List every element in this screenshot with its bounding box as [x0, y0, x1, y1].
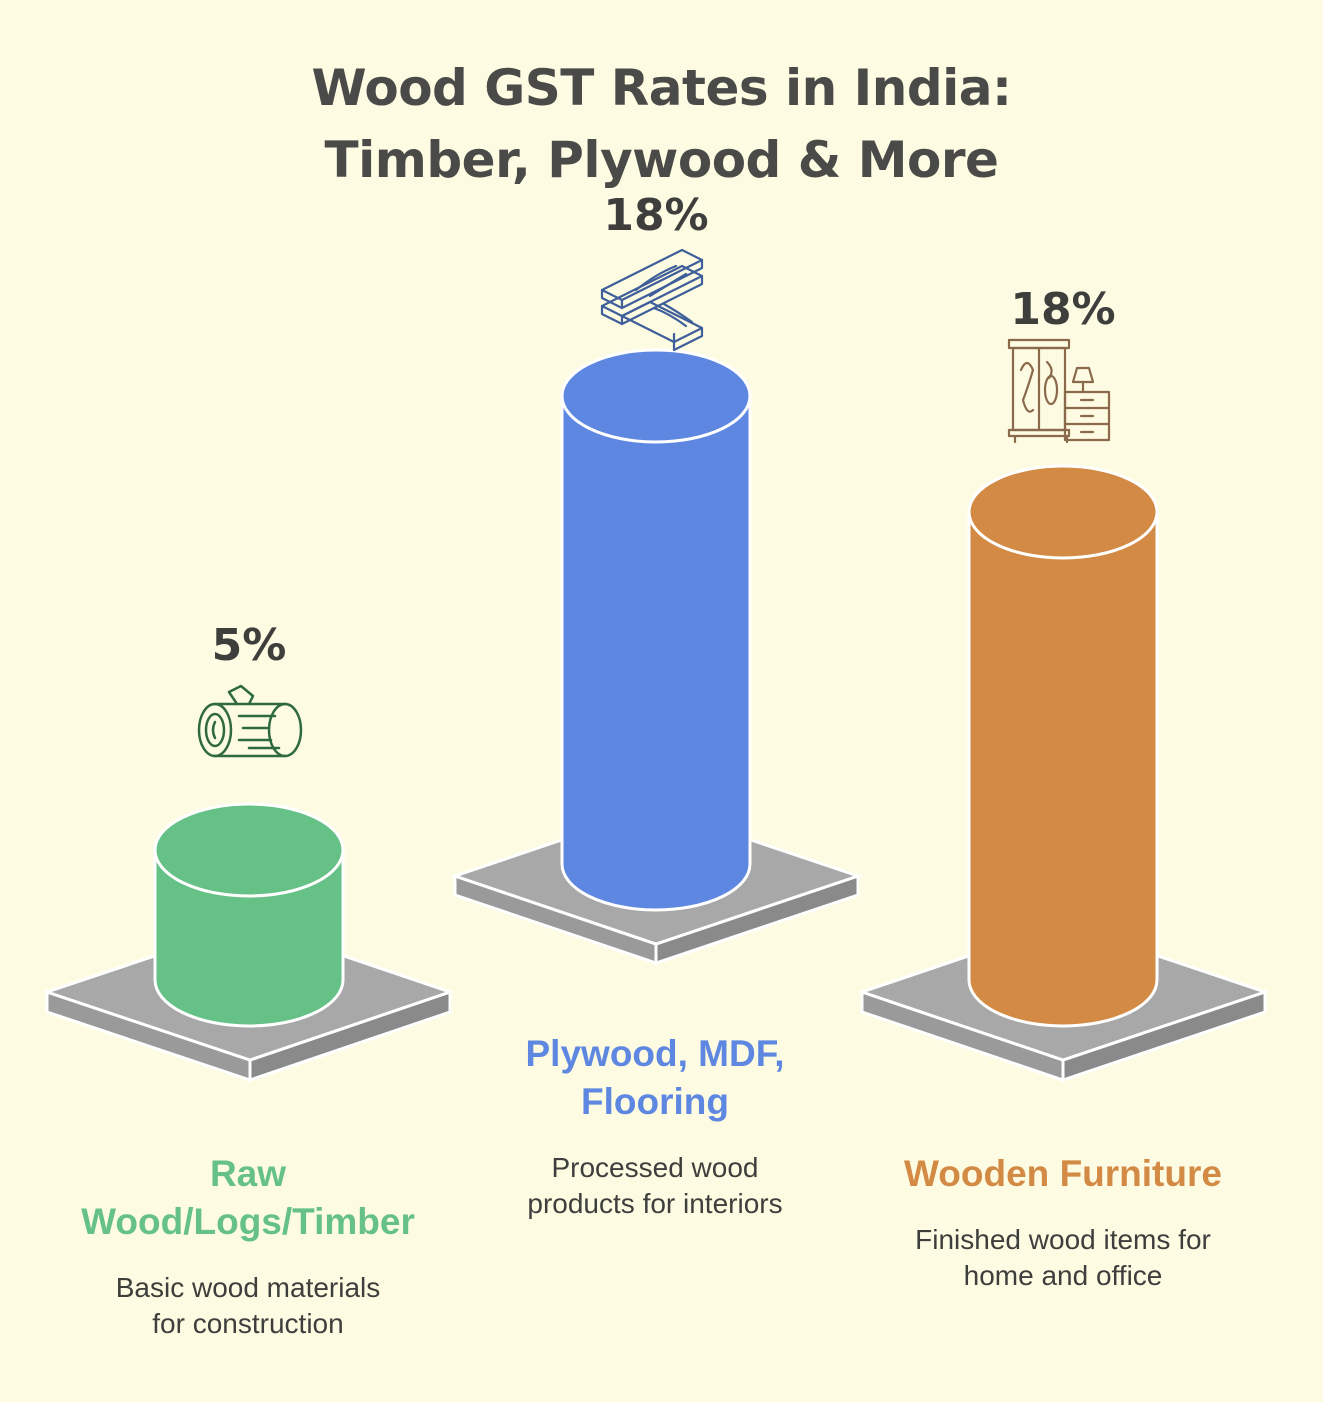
value-label-plywood: 18%: [603, 190, 708, 241]
category-label-raw-wood: Raw Wood/Logs/Timber: [81, 1153, 415, 1242]
category-label-plywood: Plywood, MDF, Flooring: [525, 1033, 785, 1122]
bar-furniture: [967, 464, 1159, 1028]
category-label-furniture: Wooden Furniture: [904, 1153, 1222, 1194]
description-furniture: Finished wood items for home and office: [915, 1224, 1211, 1291]
wood-planks-icon: [600, 248, 704, 352]
value-label-raw-wood: 5%: [212, 620, 287, 671]
log-icon: [197, 684, 303, 758]
title-line-1: Wood GST Rates in India:: [311, 59, 1012, 117]
bar-group-plywood: 18%: [450, 190, 863, 966]
value-label-furniture: 18%: [1010, 284, 1115, 335]
bar-group-raw-wood: 5%: [42, 620, 455, 1083]
bar-group-furniture: 18%: [857, 284, 1270, 1083]
chart-title: Wood GST Rates in India: Timber, Plywood…: [0, 52, 1323, 196]
bar-raw-wood: [153, 802, 345, 1028]
bar-plywood: [560, 348, 752, 912]
furniture-icon: [1007, 338, 1111, 444]
title-line-2: Timber, Plywood & More: [324, 131, 999, 189]
description-raw-wood: Basic wood materials for construction: [115, 1272, 381, 1339]
description-plywood: Processed wood products for interiors: [527, 1152, 783, 1219]
